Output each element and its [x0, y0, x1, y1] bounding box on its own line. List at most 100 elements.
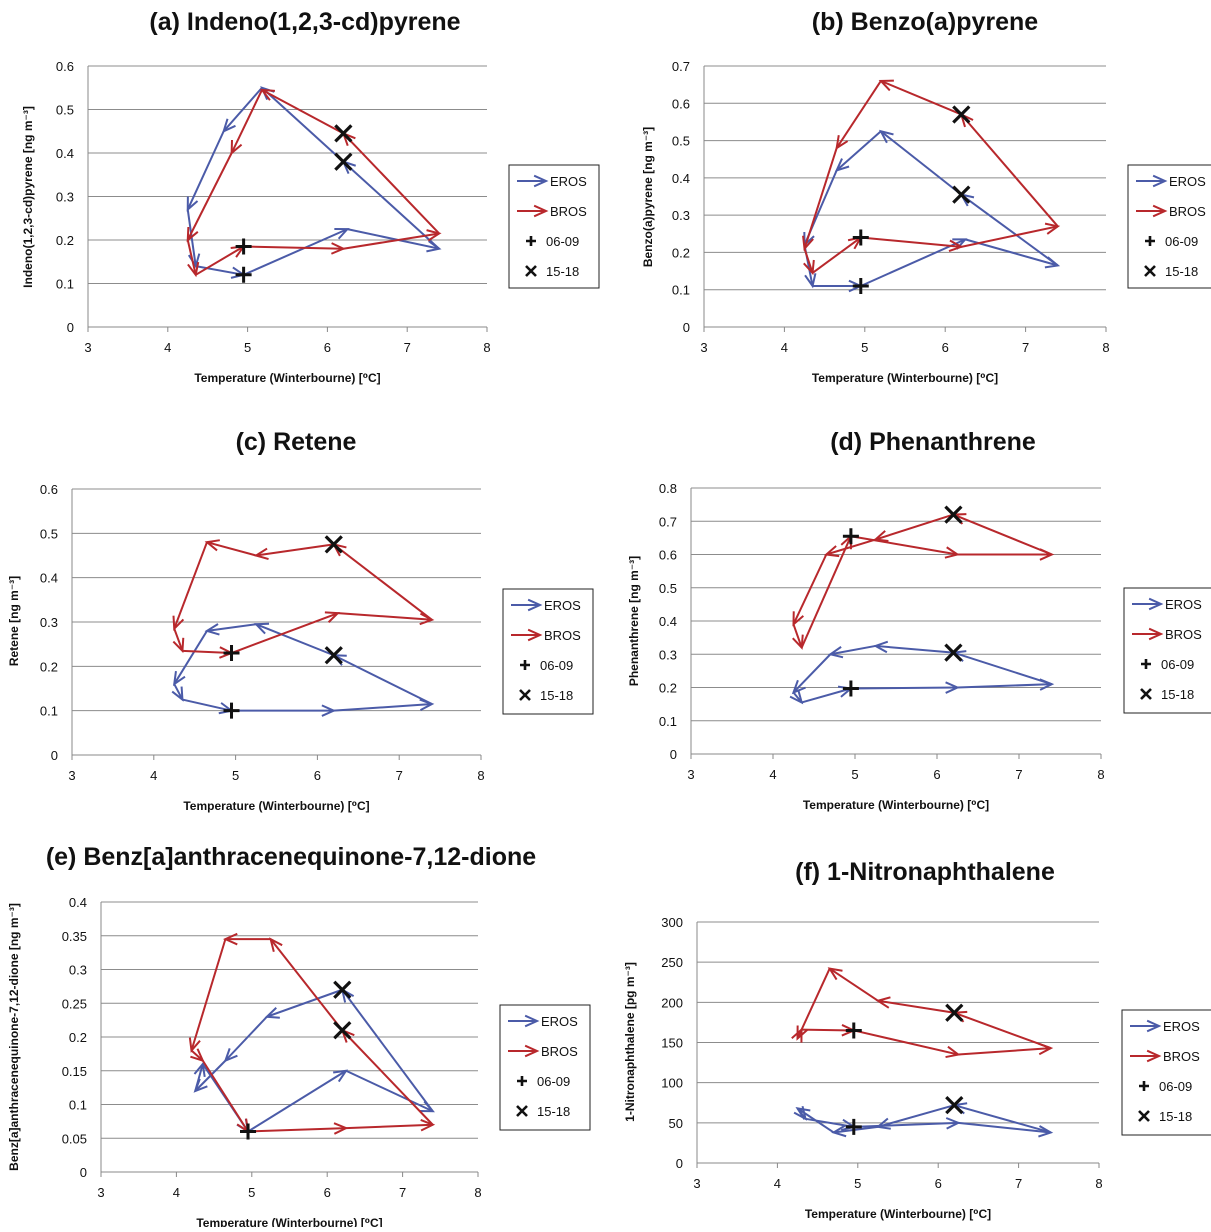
series-segment [835, 130, 882, 172]
series-eros [789, 640, 1055, 705]
series-segment [182, 649, 232, 655]
x-axis-label: Temperature (Winterbourne) [⁰C] [194, 371, 380, 385]
x-tick-label: 3 [693, 1176, 700, 1191]
series-segment [835, 80, 882, 149]
y-tick-label: 0.5 [659, 581, 677, 596]
series-segment [792, 623, 803, 648]
series-segment [880, 130, 962, 196]
legend-label: 06-09 [537, 1074, 570, 1089]
legend-label: 06-09 [1161, 657, 1194, 672]
x-marker [945, 1096, 964, 1115]
series-eros [171, 622, 435, 717]
y-tick-label: 0.2 [672, 245, 690, 260]
y-tick-label: 0.1 [69, 1098, 87, 1113]
x-tick-label: 6 [942, 340, 949, 355]
arrowhead [333, 1069, 349, 1083]
legend-label: 15-18 [540, 688, 573, 703]
legend-arrowhead [533, 204, 549, 218]
y-tick-label: 0 [67, 320, 74, 335]
legend-x-marker [525, 265, 537, 277]
series-segment [206, 541, 257, 557]
y-tick-label: 0.6 [40, 482, 58, 497]
series-segment [222, 87, 263, 132]
series-segment [875, 644, 954, 654]
legend-label: BROS [544, 628, 581, 643]
y-axis-label: Retene [ng m⁻³] [7, 576, 21, 666]
x-tick-label: 4 [774, 1176, 781, 1191]
y-tick-label: 0.5 [56, 103, 74, 118]
panel-title: (f) 1-Nitronaphthalene [795, 858, 1055, 886]
legend-x-marker [516, 1105, 528, 1117]
y-tick-label: 0.1 [672, 283, 690, 298]
series-segment [811, 236, 862, 274]
series-segment [953, 513, 1053, 556]
y-tick-label: 0.2 [40, 659, 58, 674]
legend-label: 06-09 [546, 234, 579, 249]
legend-plus-marker [1145, 236, 1155, 246]
x-tick-label: 6 [324, 1185, 331, 1200]
plus-marker [845, 1022, 862, 1039]
panel-c: (c) Retene 0 0.1 0.2 0.3 0.4 0.5 0.6 3 4 5 6 7 8 Tempe… [7, 428, 594, 813]
y-tick-label: 0.2 [69, 1030, 87, 1045]
series-segment [342, 132, 440, 235]
y-tick-label: 0.4 [672, 171, 690, 186]
x-tick-label: 4 [164, 340, 171, 355]
legend-box [1127, 164, 1211, 289]
series-segment [953, 1011, 1052, 1050]
plus-marker [223, 702, 240, 719]
x-axis-label: Temperature (Winterbourne) [⁰C] [803, 798, 989, 812]
legend-label: BROS [1165, 627, 1202, 642]
y-tick-label: 200 [661, 995, 683, 1010]
series-segment [346, 1123, 433, 1130]
series-segment [190, 938, 227, 1051]
series-segment [803, 147, 838, 250]
panel-title: (e) Benz[a]anthracenequinone-7,12-dione [46, 843, 536, 871]
series-segment [792, 653, 832, 694]
legend-arrowhead [1152, 204, 1168, 218]
series-segment [960, 113, 1059, 227]
series-segment [833, 1125, 879, 1134]
legend-label: 06-09 [1159, 1079, 1192, 1094]
legend-arrowhead [524, 1014, 540, 1028]
legend-x-marker [1140, 688, 1152, 700]
x-tick-label: 3 [687, 767, 694, 782]
legend-label: 15-18 [546, 264, 579, 279]
series-segment [243, 228, 348, 276]
series-bros [172, 539, 435, 659]
panel-title: (d) Phenanthrene [830, 428, 1036, 456]
series-segment [958, 1047, 1051, 1056]
x-tick-label: 3 [68, 768, 75, 783]
series-segment [805, 1117, 854, 1128]
x-tick-label: 5 [851, 767, 858, 782]
series-bros [186, 88, 442, 278]
y-tick-label: 0.7 [672, 59, 690, 74]
series-segment [347, 228, 440, 250]
y-axis-label: Phenanthrene [ng m⁻³] [627, 556, 641, 686]
series-eros [793, 1102, 1054, 1138]
legend-label: 15-18 [1159, 1109, 1192, 1124]
x-marker [333, 980, 352, 999]
series-segment [255, 543, 334, 557]
series-segment [194, 1063, 204, 1092]
series-bros [188, 932, 436, 1135]
series-bros [802, 79, 1061, 276]
y-tick-label: 0.1 [659, 714, 677, 729]
series-segment [201, 1060, 249, 1133]
series-segment [803, 248, 814, 274]
plus-marker [842, 528, 859, 545]
panel-a: (a) Indeno(1,2,3-cd)pyrene 0 0.1 0.2 0.3 0.4 0… [21, 8, 600, 385]
series-segment [173, 630, 208, 685]
series-segment [965, 238, 1059, 267]
series-segment [337, 612, 432, 621]
series-segment [860, 236, 962, 248]
x-tick-label: 4 [173, 1185, 180, 1200]
y-tick-label: 0 [670, 747, 677, 762]
y-tick-label: 0.1 [56, 277, 74, 292]
series-segment [954, 1104, 1052, 1134]
legend-plus-marker [520, 660, 530, 670]
y-tick-label: 0.4 [659, 614, 677, 629]
x-marker [945, 1003, 964, 1022]
series-segment [173, 628, 184, 652]
y-tick-label: 0.6 [56, 59, 74, 74]
